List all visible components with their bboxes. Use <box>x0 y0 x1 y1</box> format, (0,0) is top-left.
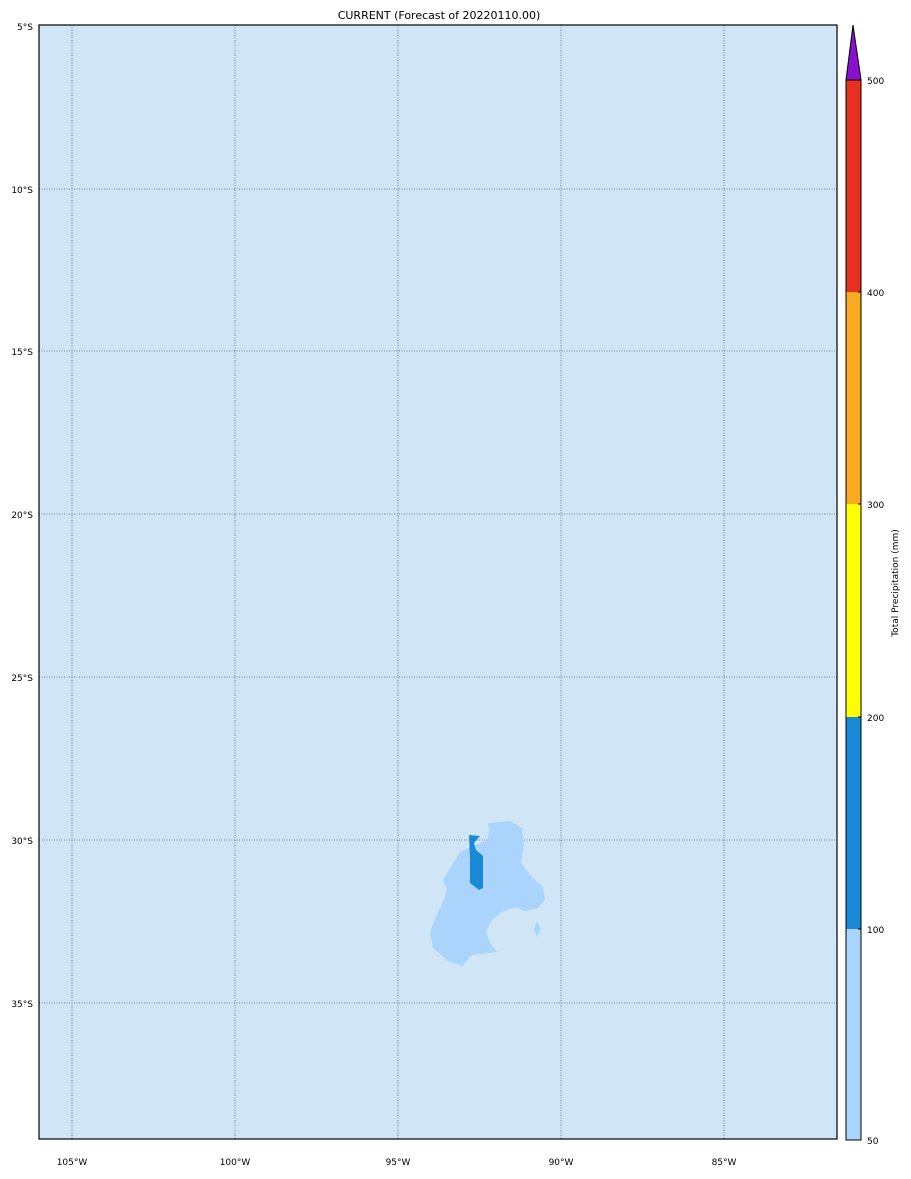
precip-region-50-100 <box>430 821 545 966</box>
colorbar-segment <box>846 292 861 504</box>
map-frame <box>38 24 838 1140</box>
colorbar-tick-label: 500 <box>867 77 884 87</box>
lat-label: 25°S <box>11 674 33 684</box>
colorbar: 50 100 200 300 400 500 <box>845 24 884 1147</box>
colorbar-tick-label: 200 <box>867 714 884 724</box>
map-title: CURRENT (Forecast of 20220110.00) <box>338 9 541 22</box>
colorbar-label: Total Precipitation (mm) <box>891 529 901 638</box>
colorbar-extend-triangle <box>845 24 862 81</box>
graticule <box>39 25 837 1139</box>
lat-label: 10°S <box>11 186 33 196</box>
ocean-background <box>39 25 837 1139</box>
longitude-labels: 105°W 100°W 95°W 90°W 85°W <box>57 1158 737 1168</box>
colorbar-segment <box>846 504 861 717</box>
colorbar-outline <box>845 80 862 1141</box>
colorbar-segment <box>846 929 861 1140</box>
colorbar-tick-label: 400 <box>867 289 884 299</box>
lon-label: 105°W <box>57 1158 88 1168</box>
colorbar-tick-label: 300 <box>867 501 884 511</box>
lon-label: 95°W <box>386 1158 411 1168</box>
colorbar-tick-label: 50 <box>867 1137 879 1147</box>
colorbar-segment <box>846 717 861 929</box>
lat-label: 20°S <box>11 511 33 521</box>
lat-label: 15°S <box>11 348 33 358</box>
lat-label: 5°S <box>17 23 33 33</box>
lat-label: 30°S <box>11 837 33 847</box>
precip-region-100-200 <box>469 835 483 890</box>
map-area <box>38 24 838 1140</box>
lon-label: 85°W <box>712 1158 737 1168</box>
precip-region-50-100-small <box>534 921 541 937</box>
lon-label: 100°W <box>220 1158 251 1168</box>
latitude-labels: 5°S 10°S 15°S 20°S 25°S 30°S 35°S <box>11 23 33 1010</box>
lat-label: 35°S <box>11 1000 33 1010</box>
colorbar-segment <box>846 80 861 292</box>
lon-label: 90°W <box>549 1158 574 1168</box>
colorbar-tick-label: 100 <box>867 926 884 936</box>
